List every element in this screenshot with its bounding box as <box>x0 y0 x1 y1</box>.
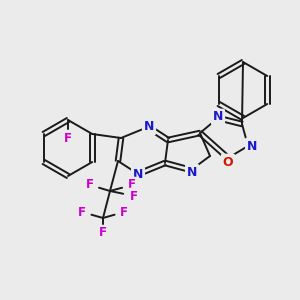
Text: N: N <box>213 110 223 124</box>
Text: N: N <box>133 169 143 182</box>
Text: F: F <box>78 206 86 218</box>
Text: N: N <box>247 140 257 152</box>
Text: N: N <box>187 166 197 178</box>
Text: F: F <box>64 131 72 145</box>
Text: F: F <box>128 178 136 191</box>
Text: F: F <box>120 206 128 218</box>
Text: O: O <box>223 155 233 169</box>
Text: N: N <box>144 121 154 134</box>
Text: F: F <box>99 226 107 239</box>
Text: F: F <box>130 190 138 202</box>
Text: F: F <box>86 178 94 191</box>
